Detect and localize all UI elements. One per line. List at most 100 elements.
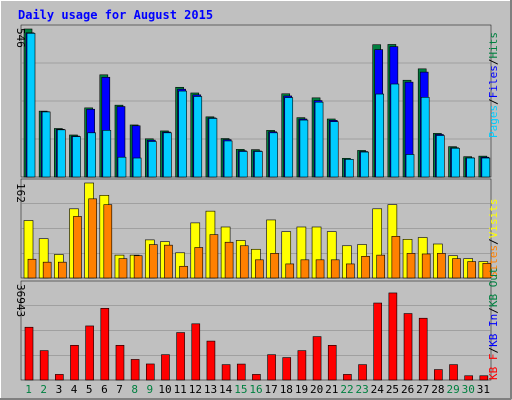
- x-tick-label-day-7: 7: [116, 383, 123, 396]
- legend-kbf-kbin-kbout: KB F/KB In/KB Out: [487, 267, 500, 380]
- sites-bar-day-30: [467, 261, 476, 279]
- legend-sep-2: /: [487, 59, 500, 66]
- kbf-bar-day-18: [282, 357, 292, 381]
- pages-bar-day-25: [390, 83, 400, 178]
- x-tick-label-day-8: 8: [131, 383, 138, 396]
- x-tick-label-day-25: 25: [386, 383, 399, 396]
- kbf-bar-day-11: [176, 332, 185, 381]
- x-tick-label-day-30: 30: [462, 383, 475, 396]
- x-tick-label-day-19: 19: [295, 383, 308, 396]
- sites-bar-day-18: [285, 263, 295, 279]
- legend-kb-out: KB Out: [487, 267, 500, 307]
- x-tick-label-day-17: 17: [265, 383, 278, 396]
- kbf-bar-day-19: [297, 350, 307, 381]
- x-tick-label-day-18: 18: [280, 383, 293, 396]
- pages-bar-day-20: [314, 101, 324, 178]
- kbf-bar-day-10: [161, 354, 170, 381]
- sites-bar-day-10: [164, 244, 173, 279]
- legend-sep-3: /: [487, 238, 500, 245]
- legend-kb-in: KB In: [487, 314, 500, 347]
- pages-bar-day-24: [375, 93, 385, 178]
- kbf-bar-day-27: [418, 317, 428, 381]
- sites-bar-day-5: [88, 198, 97, 279]
- sites-bar-day-2: [42, 261, 52, 279]
- bars: [23, 28, 492, 381]
- pages-bar-day-13: [208, 118, 218, 178]
- sites-bar-day-27: [421, 253, 431, 279]
- sites-bar-day-15: [239, 245, 249, 279]
- x-tick-label-day-11: 11: [174, 383, 187, 396]
- kbf-bar-day-17: [267, 354, 276, 381]
- pages-bar-day-28: [436, 135, 445, 178]
- sites-bar-day-29: [452, 258, 461, 279]
- sites-bar-day-31: [482, 263, 492, 279]
- sites-bar-day-1: [27, 258, 37, 279]
- sites-bar-day-7: [118, 258, 128, 279]
- x-tick-label-day-9: 9: [147, 383, 154, 396]
- sites-bar-day-4: [73, 216, 82, 279]
- kbf-bar-day-15: [236, 363, 246, 381]
- kbf-bar-day-24: [373, 302, 383, 381]
- x-axis-day-labels: 1 2 3 4 5 6 7 8 9 10 11 12 13 14 15 16 17 18 19 20 21 22 23 24 2…: [25, 383, 490, 396]
- legend-pages: Pages: [487, 105, 500, 138]
- sites-bar-day-17: [270, 253, 279, 279]
- sites-bar-day-24: [376, 254, 386, 279]
- x-tick-label-day-20: 20: [310, 383, 323, 396]
- legend-sep-5: /: [487, 307, 500, 314]
- pages-bar-day-3: [57, 129, 66, 178]
- sites-bar-day-3: [58, 261, 67, 279]
- kbf-bar-day-2: [39, 350, 49, 381]
- x-tick-label-day-24: 24: [371, 383, 385, 396]
- sites-bar-day-12: [194, 247, 204, 279]
- gridlines: [21, 62, 491, 356]
- pages-bar-day-27: [420, 97, 430, 178]
- sites-bar-day-23: [361, 256, 370, 279]
- sites-bar-day-6: [103, 204, 113, 279]
- kbf-bar-day-29: [449, 364, 458, 381]
- pages-bar-day-22: [345, 159, 354, 178]
- x-tick-label-day-13: 13: [204, 383, 217, 396]
- pages-bar-day-14: [223, 140, 233, 178]
- x-tick-label-day-21: 21: [325, 383, 338, 396]
- hits-max-label: 546: [14, 28, 27, 48]
- kbf-bar-day-13: [206, 340, 216, 381]
- legend-sites: Sites: [487, 245, 500, 278]
- pages-bar-day-6: [102, 130, 112, 178]
- pages-bar-day-29: [451, 147, 460, 178]
- x-tick-label-day-2: 2: [40, 383, 47, 396]
- pages-bar-day-30: [466, 157, 475, 178]
- kbf-bar-day-22: [343, 374, 352, 381]
- chart-title: Daily usage for August 2015: [18, 8, 213, 22]
- sites-bar-day-16: [255, 259, 264, 279]
- kbf-bar-day-16: [252, 374, 261, 381]
- kbytes-max-label: 36943: [14, 284, 27, 317]
- kbf-bar-day-3: [55, 374, 64, 381]
- sites-bar-day-20: [315, 259, 325, 279]
- pages-bar-day-4: [72, 136, 81, 178]
- kbf-bar-day-9: [145, 363, 155, 381]
- legend-sep-1: /: [487, 98, 500, 105]
- kbf-bar-day-8: [130, 359, 140, 381]
- kbf-bar-day-12: [191, 323, 201, 381]
- x-tick-label-day-1: 1: [25, 383, 32, 396]
- sites-bar-day-21: [330, 259, 340, 279]
- pages-bar-day-31: [481, 157, 491, 178]
- pages-bar-day-17: [269, 132, 278, 178]
- sites-bar-day-11: [179, 265, 188, 279]
- visits-max-label: 162: [14, 183, 27, 203]
- pages-bar-day-10: [163, 132, 172, 178]
- kbf-bar-day-26: [403, 313, 413, 381]
- kbf-bar-day-23: [358, 364, 367, 381]
- kbf-bar-day-20: [312, 336, 322, 381]
- sites-bar-day-22: [346, 263, 355, 279]
- sites-bar-day-13: [209, 234, 219, 279]
- pages-bar-day-9: [147, 141, 157, 178]
- kbf-bar-day-30: [464, 375, 473, 381]
- pages-bar-day-23: [360, 151, 369, 178]
- pages-bar-day-11: [178, 90, 187, 178]
- x-tick-label-day-16: 16: [249, 383, 262, 396]
- sites-bar-day-28: [437, 253, 446, 279]
- x-tick-label-day-31: 31: [477, 383, 490, 396]
- legend-files: Files: [487, 65, 500, 98]
- legend-kb-f: KB F: [487, 354, 500, 381]
